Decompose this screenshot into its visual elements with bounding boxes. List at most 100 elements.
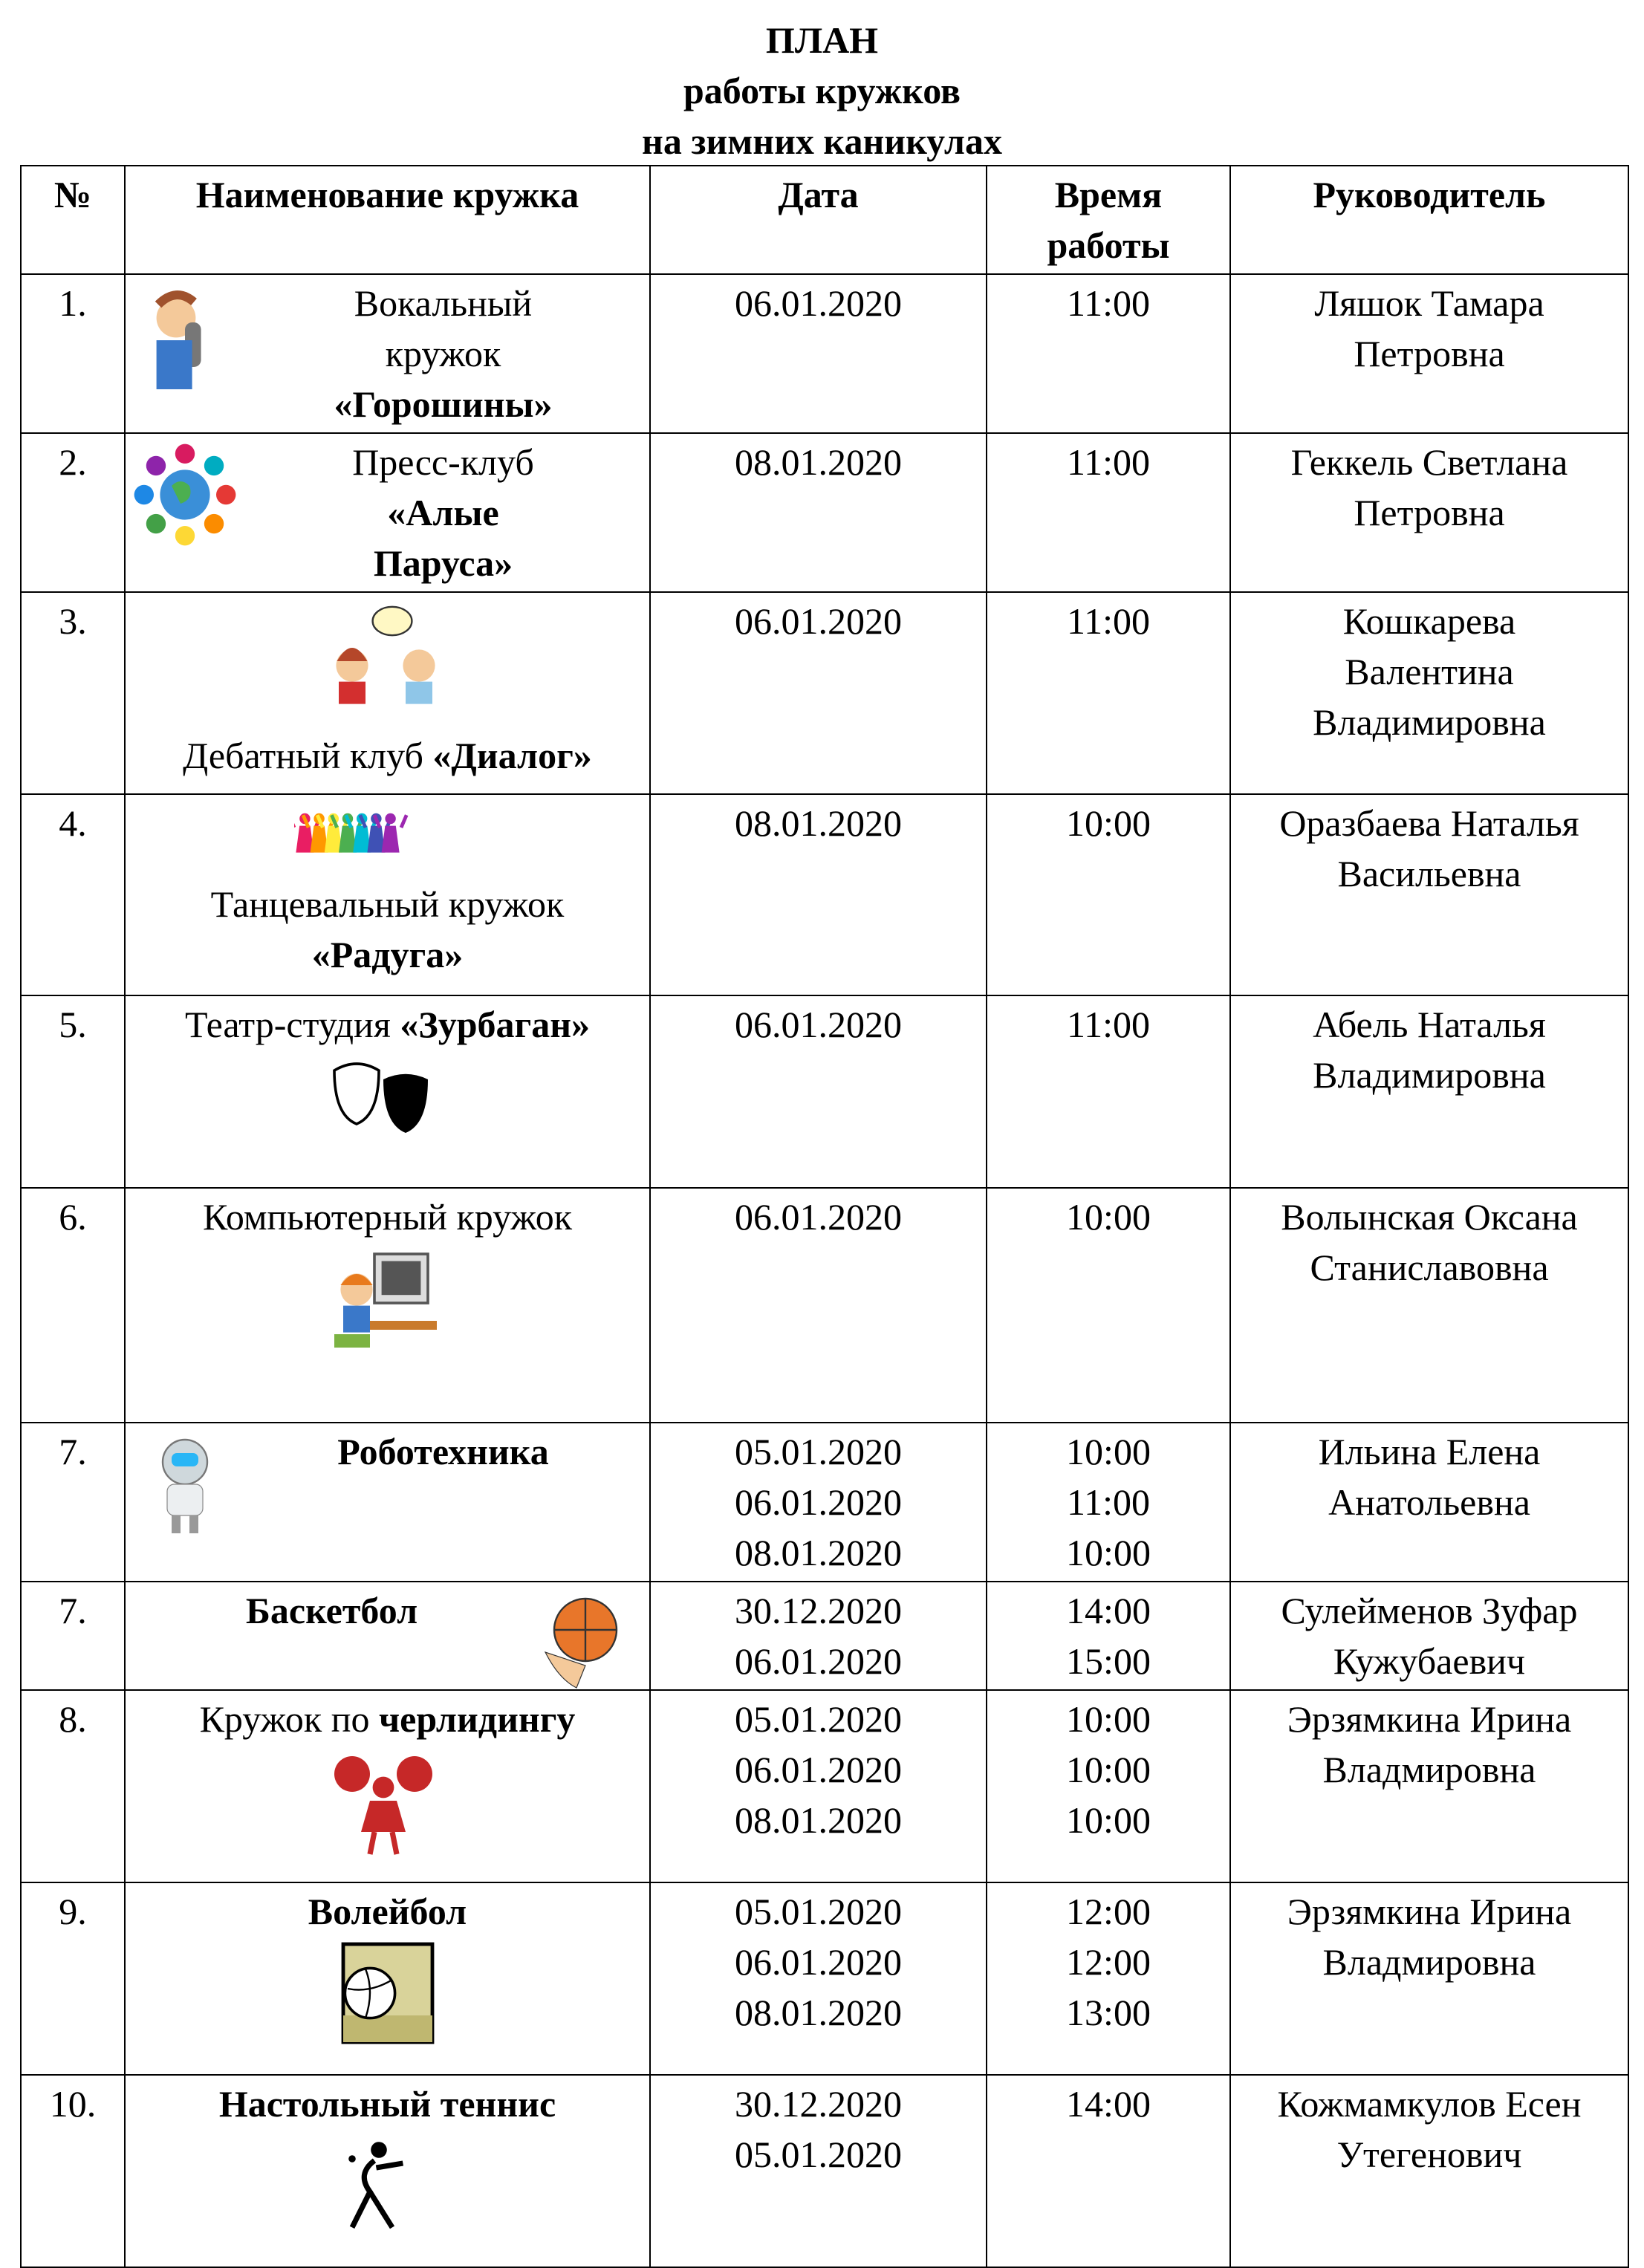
club-name-text: «Диалог» — [432, 735, 592, 776]
leader-cell: Абель Наталья Владимировна — [1229, 995, 1629, 1189]
time: 10:00 — [1066, 1749, 1151, 1790]
globe-hands-icon — [131, 441, 238, 561]
table-row: 8. Кружок по черлидингу 05.01.2020 06.01.20… — [20, 1689, 1629, 1883]
date-cell: 05.01.2020 06.01.2020 08.01.2020 — [649, 1689, 987, 1883]
row-number: 8. — [20, 1689, 126, 1883]
club-name-cell: Баскетбол — [124, 1581, 651, 1691]
table-row: 4. Танцевальный кружок «Радуга» 08.01.2020 1… — [20, 793, 1629, 996]
plan-title: ПЛАН — [765, 19, 879, 61]
leader-cell: Эрзямкина Ирина Владмировна — [1229, 1882, 1629, 2076]
table-tennis-icon — [130, 2132, 645, 2261]
date: 08.01.2020 — [735, 1532, 902, 1573]
leader-name: Кожмамкулов Есен — [1277, 2083, 1582, 2125]
date: 05.01.2020 — [735, 1891, 902, 1932]
leader-name: Владмировна — [1322, 1749, 1536, 1790]
club-name-line: Роботехника — [241, 1426, 645, 1477]
time-cell: 10:00 — [986, 1187, 1231, 1423]
row-number: 3. — [20, 591, 126, 795]
leader-name: Эрзямкина Ирина — [1287, 1698, 1572, 1740]
row-number: 1. — [20, 273, 126, 434]
leader-name: Абель Наталья — [1313, 1004, 1546, 1045]
club-name-cell: Театр-студия «Зурбаган» — [124, 995, 651, 1189]
club-name-text: Пресс-клуб — [352, 441, 534, 483]
header-name: Наименование кружка — [124, 165, 651, 275]
time: 11:00 — [1066, 282, 1151, 324]
leader-cell: Эрзямкина Ирина Владмировна — [1229, 1689, 1629, 1883]
club-name: Настольный теннис — [130, 2079, 645, 2129]
plan-subtitle: работы кружков — [683, 70, 961, 111]
club-name-line: «Горошины» — [241, 379, 645, 429]
club-name-cell: Вокальный кружок «Горошины» — [124, 273, 651, 434]
leader-name: Ляшок Тамара — [1314, 282, 1544, 324]
club-name: Театр-студия «Зурбаган» — [130, 999, 645, 1050]
date: 06.01.2020 — [735, 1640, 902, 1682]
time: 11:00 — [1066, 600, 1151, 642]
leader-cell: Ильина Елена Анатольевна — [1229, 1422, 1629, 1582]
row-number: 4. — [20, 793, 126, 996]
leader-cell: Кошкарева Валентина Владимировна — [1229, 591, 1629, 795]
header-time-2: работы — [1047, 224, 1170, 266]
club-name: Пресс-клуб «Алые Паруса» — [130, 437, 645, 588]
table-row: 9. Волейбол 05.01.2020 06.01.2020 08.01.2020… — [20, 1882, 1629, 2076]
robot-icon — [131, 1431, 247, 1559]
date: 06.01.2020 — [735, 282, 902, 324]
date-cell: 08.01.2020 — [649, 793, 987, 996]
date-cell: 06.01.2020 — [649, 1187, 987, 1423]
leader-name: Кужубаевич — [1333, 1640, 1526, 1682]
club-name-line: Кружок по черлидингу — [130, 1694, 645, 1744]
club-name: Компьютерный кружок — [130, 1192, 645, 1242]
date-cell: 06.01.2020 — [649, 591, 987, 795]
date: 30.12.2020 — [735, 2083, 902, 2125]
time: 12:00 — [1066, 1941, 1151, 1983]
basketball-icon — [527, 1590, 643, 1689]
time: 15:00 — [1066, 1640, 1151, 1682]
date: 05.01.2020 — [735, 1698, 902, 1740]
club-name: Волейбол — [130, 1886, 645, 1937]
date: 06.01.2020 — [735, 1749, 902, 1790]
date-cell: 30.12.2020 06.01.2020 — [649, 1581, 987, 1691]
club-name-text: Театр-студия — [184, 1004, 400, 1045]
time-cell: 14:00 — [986, 2074, 1231, 2268]
club-name-text: «Алые — [387, 492, 499, 533]
club-name-text: Настольный теннис — [218, 2083, 556, 2125]
header-num: № — [20, 165, 126, 275]
time-cell: 11:00 — [986, 432, 1231, 593]
time: 11:00 — [1066, 1481, 1151, 1523]
clubs-table: № Наименование кружка Дата Время работы Р… — [20, 165, 1629, 2268]
theatre-masks-icon — [130, 1053, 645, 1181]
table-row: 10. Настольный теннис 30.12.2020 05.01.2020… — [20, 2074, 1629, 2268]
cheerleader-icon — [130, 1747, 645, 1876]
club-name: Баскетбол — [130, 1585, 645, 1636]
row-number: 2. — [20, 432, 126, 593]
club-name-line: Волейбол — [130, 1886, 645, 1937]
date: 06.01.2020 — [735, 1196, 902, 1238]
club-name-line: Дебатный клуб «Диалог» — [130, 730, 645, 781]
table-row: 2. Пресс-клуб «Алые Паруса» 08.01.2020 11:00 Г… — [20, 432, 1629, 593]
club-name-text: Кружок по — [199, 1698, 379, 1740]
leader-name: Васильевна — [1337, 853, 1521, 894]
leader-name: Геккель Светлана — [1290, 441, 1568, 483]
table-row: 3. Дебатный клуб «Диалог» 06.01.2020 11:00 К… — [20, 591, 1629, 795]
club-name-text: Волейбол — [308, 1891, 467, 1932]
header-leader: Руководитель — [1229, 165, 1629, 275]
table-row: 7. Роботехника 05.01.2020 06.01.2020 08.01.2… — [20, 1422, 1629, 1582]
club-name-line: «Радуга» — [130, 929, 645, 980]
header-row: № Наименование кружка Дата Время работы Р… — [20, 165, 1629, 275]
leader-cell: Сулейменов Зуфар Кужубаевич — [1229, 1581, 1629, 1691]
time-cell: 10:00 10:00 10:00 — [986, 1689, 1231, 1883]
leader-name: Кошкарева — [1342, 600, 1516, 642]
debate-people-icon — [130, 599, 645, 727]
club-name-line: Танцевальный кружок — [130, 879, 645, 929]
table-row: 6. Компьютерный кружок 06.01.2020 10:00 Волы… — [20, 1187, 1629, 1423]
club-name: Танцевальный кружок «Радуга» — [130, 879, 645, 980]
time-cell: 11:00 — [986, 591, 1231, 795]
date-cell: 05.01.2020 06.01.2020 08.01.2020 — [649, 1422, 987, 1582]
date: 08.01.2020 — [735, 802, 902, 844]
club-name-line: Компьютерный кружок — [130, 1192, 645, 1242]
leader-name: Волынская Оксана — [1281, 1196, 1578, 1238]
club-name-cell: Дебатный клуб «Диалог» — [124, 591, 651, 795]
table-row: 7. Баскетбол 30.12.2020 06.01.2020 14:00 15:0… — [20, 1581, 1629, 1691]
date: 05.01.2020 — [735, 2134, 902, 2175]
time-cell: 11:00 — [986, 273, 1231, 434]
leader-cell: Ляшок Тамара Петровна — [1229, 273, 1629, 434]
